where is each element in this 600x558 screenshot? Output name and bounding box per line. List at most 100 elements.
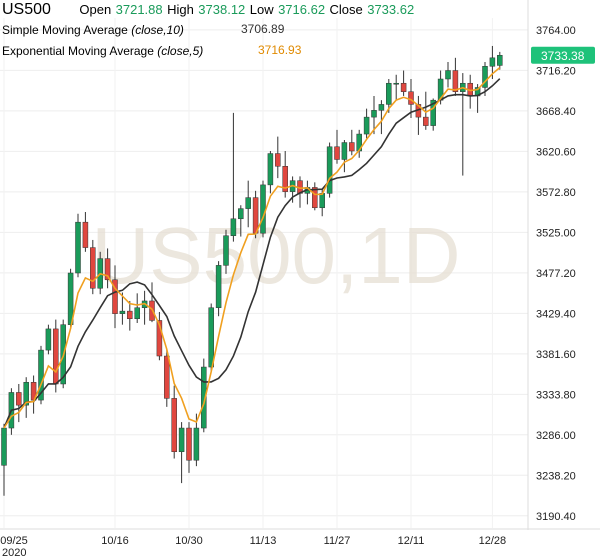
candle bbox=[312, 182, 318, 211]
sma-line bbox=[3, 78, 501, 429]
sma-legend[interactable]: Simple Moving Average (close,10) bbox=[2, 23, 184, 37]
candle-body bbox=[223, 235, 229, 266]
candle-body bbox=[53, 328, 59, 385]
x-tick-label: 12/11 bbox=[398, 535, 425, 547]
y-tick-label: 3764.00 bbox=[536, 25, 576, 37]
open-value: 3721.88 bbox=[115, 2, 163, 17]
candle bbox=[16, 383, 22, 423]
candle-body bbox=[178, 427, 185, 453]
candle-body bbox=[252, 197, 259, 234]
candle bbox=[482, 62, 488, 96]
candle bbox=[334, 129, 340, 164]
candle-body bbox=[230, 218, 237, 236]
high-label: High bbox=[167, 2, 194, 17]
y-axis: 3764.00 3716.20 3668.40 3620.60 3572.80 3525.… bbox=[536, 25, 576, 523]
candle-body bbox=[1, 427, 7, 466]
candle bbox=[38, 345, 44, 405]
candle bbox=[75, 213, 81, 278]
candle bbox=[267, 151, 274, 194]
candle-body bbox=[245, 197, 251, 209]
candle-body bbox=[319, 193, 325, 209]
candle bbox=[393, 74, 399, 101]
watermark: US500,1D bbox=[91, 211, 460, 300]
candle bbox=[223, 229, 229, 274]
price-tag: 3733.38 bbox=[531, 46, 595, 64]
candle bbox=[341, 139, 348, 173]
candle bbox=[386, 78, 392, 113]
candle bbox=[238, 205, 244, 237]
close-value: 3733.62 bbox=[367, 2, 415, 17]
y-tick-label: 3333.80 bbox=[536, 389, 576, 401]
candle bbox=[208, 303, 214, 372]
candles bbox=[1, 45, 503, 496]
candle-body bbox=[393, 82, 399, 85]
candle-body bbox=[208, 307, 214, 368]
ema-name: Exponential Moving Average bbox=[2, 44, 154, 58]
candle-body bbox=[75, 221, 81, 274]
x-tick-label: 12/28 bbox=[479, 535, 507, 547]
candle bbox=[304, 180, 311, 205]
candle-body bbox=[363, 116, 370, 135]
candle bbox=[1, 423, 7, 496]
candle bbox=[134, 293, 140, 323]
candle-body bbox=[275, 153, 281, 167]
candle bbox=[467, 74, 473, 109]
candle bbox=[186, 422, 192, 473]
y-tick-label: 3716.20 bbox=[536, 65, 576, 77]
high-value: 3738.12 bbox=[198, 2, 246, 17]
candle bbox=[363, 108, 370, 139]
candle bbox=[230, 112, 237, 242]
x-axis: 09/25 10/16 10/30 11/13 11/27 12/11 12/28 2020 bbox=[0, 535, 506, 558]
ema-legend[interactable]: Exponential Moving Average (close,5) bbox=[2, 44, 203, 58]
low-label: Low bbox=[249, 2, 274, 17]
symbol-name: US500 bbox=[2, 1, 51, 18]
ohlc-header: US500 Open 3721.88 High 3738.12 Low 3716… bbox=[2, 1, 414, 19]
candle bbox=[201, 358, 207, 433]
y-tick-label: 3668.40 bbox=[536, 106, 576, 118]
candle bbox=[371, 95, 377, 135]
candle-body bbox=[326, 146, 333, 194]
candle-body bbox=[201, 366, 207, 429]
candle bbox=[23, 377, 29, 418]
candle-body bbox=[164, 355, 170, 399]
candle-body bbox=[371, 110, 377, 118]
x-tick-label: 09/25 bbox=[0, 535, 28, 547]
candle-body bbox=[452, 70, 459, 92]
candle bbox=[30, 375, 37, 414]
candle-body bbox=[90, 247, 96, 289]
candle bbox=[260, 180, 266, 238]
candle-body bbox=[186, 427, 192, 461]
candle-body bbox=[423, 116, 429, 126]
candle-body bbox=[378, 104, 385, 111]
y-tick-label: 3525.00 bbox=[536, 227, 576, 239]
candle-body bbox=[430, 99, 436, 126]
ema-params: (close,5) bbox=[157, 44, 204, 58]
open-label: Open bbox=[79, 2, 112, 17]
candle-body bbox=[497, 55, 503, 66]
y-tick-label: 3190.40 bbox=[536, 511, 576, 523]
close-label: Close bbox=[329, 2, 363, 17]
candle bbox=[415, 95, 422, 135]
candle bbox=[497, 51, 503, 70]
candle-body bbox=[23, 382, 29, 406]
x-year-label: 2020 bbox=[2, 547, 26, 558]
candle-body bbox=[104, 258, 111, 281]
candle-body bbox=[282, 166, 288, 192]
candle bbox=[156, 311, 163, 361]
candle bbox=[119, 292, 126, 325]
candle bbox=[104, 248, 111, 289]
sma-value: 3706.89 bbox=[241, 22, 285, 36]
candle bbox=[400, 70, 407, 96]
candle-body bbox=[134, 307, 140, 319]
candle-body bbox=[156, 320, 163, 357]
sma-params: (close,10) bbox=[131, 23, 184, 37]
candle-body bbox=[400, 82, 407, 92]
candle bbox=[275, 136, 281, 179]
y-tick-label: 3620.60 bbox=[536, 146, 576, 158]
candle-body bbox=[260, 184, 266, 234]
candle-body bbox=[45, 328, 52, 351]
y-tick-label: 3381.60 bbox=[536, 349, 576, 361]
candle-body bbox=[445, 70, 451, 80]
candle-body bbox=[238, 208, 244, 220]
